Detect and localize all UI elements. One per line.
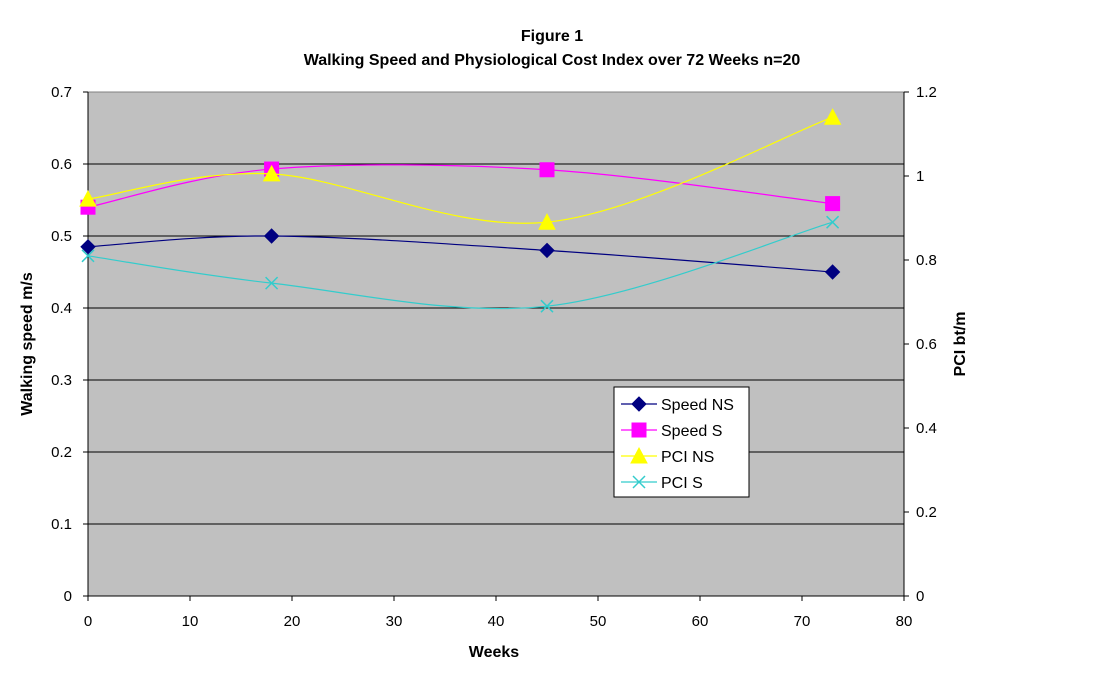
series-line [87,221,833,310]
x-tick-label: 60 [692,613,709,630]
data-point [539,242,555,259]
x-tick-label: 0 [84,613,92,630]
chart-subtitle: Walking Speed and Physiological Cost Ind… [304,52,801,69]
legend-label: Speed NS [661,397,734,414]
y2-tick-label: 1.2 [916,84,937,101]
data-point [262,164,281,182]
data-point [824,264,841,280]
x-marker-stroke [632,475,646,489]
y2-axis-title: PCI bt/m [952,312,969,377]
legend-marker [631,396,647,412]
legend: Speed NS Speed S PCI NS PCI S [613,386,750,498]
legend-item: Speed NS [621,396,734,414]
x-marker-stroke [265,276,279,290]
y-tick-label: 0.3 [51,372,72,389]
y2-tick-label: 0.4 [916,420,937,437]
x-axis-title: Weeks [469,644,520,661]
x-tick-label: 10 [182,613,199,630]
y-tick-label: 0.7 [51,84,72,101]
x-tick-label: 50 [590,613,607,630]
y2-tick-label: 0.2 [916,504,937,521]
x-tick-label: 40 [488,613,505,630]
series-pci-s [81,215,840,313]
data-point [263,228,280,244]
data-point [79,190,97,207]
data-point [539,162,555,178]
data-point [826,215,840,229]
y-tick-label: 0.4 [51,300,72,317]
legend-label: PCI S [661,475,703,492]
data-point [80,239,96,255]
series-line [87,164,833,208]
x-tick-label: 30 [386,613,403,630]
data-point [265,276,279,290]
series-layer [79,108,842,313]
series-line [87,116,833,224]
data-point [538,213,556,230]
data-point [823,108,842,125]
y-tick-label: 0 [64,588,72,605]
data-point [825,196,841,212]
data-point [540,299,554,313]
y-tick-label: 0.5 [51,228,72,245]
y2-tick-label: 0 [916,588,924,605]
series-pci-ns [79,108,842,230]
y-tick-label: 0.6 [51,156,72,173]
y2-tick-label: 0.6 [916,336,937,353]
y-tick-label: 0.2 [51,444,72,461]
legend-item: PCI NS [621,446,714,466]
x-tick-label: 20 [284,613,301,630]
y-tick-label: 0.1 [51,516,72,533]
legend-marker [631,422,647,438]
x-tick-label: 70 [794,613,811,630]
data-point [81,249,95,263]
chart-title: Figure 1 [521,28,583,45]
legend-label: PCI NS [661,449,714,466]
axes: 0 10 20 30 40 50 60 70 8000.10.20.30.40.50.60.70… [51,84,937,630]
legend-marker [632,475,646,489]
x-marker-stroke [826,215,840,229]
legend-item: Speed S [621,422,722,440]
legend-marker [630,446,648,464]
plot-area [88,92,904,596]
legend-label: Speed S [661,423,722,440]
y-axis-title: Walking speed m/s [19,272,36,416]
legend-item: PCI S [621,475,703,492]
y2-tick-label: 1 [916,168,924,185]
x-marker-stroke [540,299,554,313]
x-tick-label: 80 [896,613,913,630]
y2-tick-label: 0.8 [916,252,937,269]
x-marker-stroke [81,249,95,263]
